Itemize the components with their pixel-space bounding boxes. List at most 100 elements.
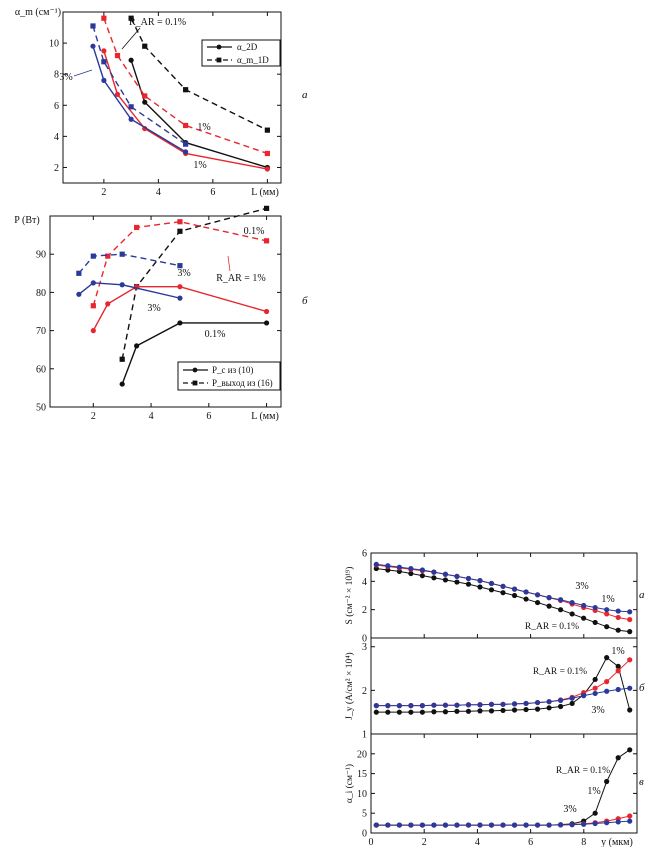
series-line-blue-dashed <box>92 25 187 145</box>
data-point <box>454 822 460 828</box>
data-point <box>592 604 598 611</box>
data-point <box>442 702 449 708</box>
legend-marker <box>192 367 198 373</box>
data-point <box>500 822 506 828</box>
data-point <box>569 695 575 701</box>
data-point <box>477 822 483 828</box>
chart-b: 2 4 6 50 60 70 80 90 P (Вт) L (мм) P_c из (10) P_вы… <box>14 205 282 422</box>
data-point <box>592 810 598 816</box>
data-point <box>627 818 633 824</box>
data-point <box>581 602 587 609</box>
data-point <box>419 822 425 828</box>
data-point <box>396 703 402 709</box>
data-point <box>442 577 449 583</box>
data-point <box>511 586 518 592</box>
data-point <box>128 57 134 63</box>
data-point <box>615 663 621 669</box>
data-point <box>627 747 633 753</box>
data-point <box>431 575 437 581</box>
data-point <box>477 708 483 714</box>
plot-frame <box>370 637 638 735</box>
data-point <box>523 706 529 713</box>
data-point <box>569 700 575 707</box>
data-point <box>569 822 575 828</box>
data-point <box>500 707 506 714</box>
annotation: 1% <box>197 122 210 133</box>
series-line-blue-solid <box>92 45 186 153</box>
data-point <box>546 595 552 601</box>
series-line-black-dashed <box>130 17 268 131</box>
data-point <box>183 122 189 129</box>
annotation-leader <box>73 69 93 77</box>
x-tick-label: 6 <box>210 187 215 198</box>
panel-letter-r3: в <box>639 776 644 788</box>
data-point <box>431 822 437 828</box>
x-tick-label: 4 <box>149 411 154 422</box>
annotation: 3% <box>177 268 190 279</box>
data-point <box>76 291 82 297</box>
data-point <box>523 700 529 707</box>
data-point <box>105 301 111 307</box>
data-point <box>134 224 140 231</box>
x-tick-label: 6 <box>206 411 211 422</box>
legend-marker <box>216 44 222 50</box>
data-point <box>477 584 483 590</box>
data-point <box>477 702 483 708</box>
annotation: R_AR = 0.1% <box>129 17 186 28</box>
data-point <box>523 589 529 595</box>
data-point <box>546 705 552 711</box>
x-tick-label: 8 <box>581 837 586 847</box>
data-point <box>101 48 107 54</box>
annotation: R_AR = 0.1% <box>556 766 610 776</box>
data-point <box>592 676 598 683</box>
y-tick-label: 4 <box>362 577 367 588</box>
y-tick-label: 90 <box>36 250 46 261</box>
data-point <box>408 703 414 709</box>
data-point <box>477 578 483 584</box>
data-point <box>615 755 621 761</box>
series-line-black-solid <box>130 59 268 169</box>
data-point <box>177 295 183 301</box>
data-point <box>90 253 96 259</box>
data-point <box>101 15 107 21</box>
data-point <box>627 685 633 691</box>
x-tick-label: 2 <box>422 837 427 847</box>
y-tick-label: 5 <box>362 809 367 820</box>
data-point <box>454 579 460 585</box>
annotation: 3% <box>563 804 576 815</box>
data-point <box>558 822 564 828</box>
y-tick-label: 50 <box>36 403 46 414</box>
data-point <box>419 703 425 709</box>
data-point <box>500 583 506 589</box>
data-point <box>615 614 621 621</box>
panel-letter-r2: б <box>639 682 645 694</box>
data-point <box>128 15 134 21</box>
x-axis-title: y (мкм) <box>601 837 633 847</box>
y-tick-label: 60 <box>36 364 46 375</box>
data-point <box>523 822 529 828</box>
x-tick-label: 0 <box>369 837 374 847</box>
data-point <box>431 709 437 715</box>
data-point <box>177 219 183 225</box>
data-point <box>592 820 598 827</box>
data-point <box>454 708 460 714</box>
series-line-black <box>376 568 630 633</box>
data-point <box>408 565 414 572</box>
data-point <box>408 570 414 577</box>
data-point <box>119 381 125 387</box>
annotation: R_AR = 0.1% <box>525 622 579 632</box>
data-point <box>442 571 449 577</box>
y-tick-label: 4 <box>54 132 59 143</box>
annotation-leader <box>121 27 141 50</box>
legend-marker <box>216 57 222 63</box>
y-tick-label: 2 <box>54 163 59 174</box>
legend-label: α_2D <box>237 42 258 52</box>
y-tick-label: 2 <box>362 605 367 616</box>
data-point <box>90 43 96 49</box>
data-point <box>627 707 633 713</box>
data-point <box>465 822 472 828</box>
legend-box <box>201 39 281 67</box>
data-point <box>101 77 107 83</box>
data-point <box>183 149 189 155</box>
y-tick-label: 6 <box>362 549 367 560</box>
